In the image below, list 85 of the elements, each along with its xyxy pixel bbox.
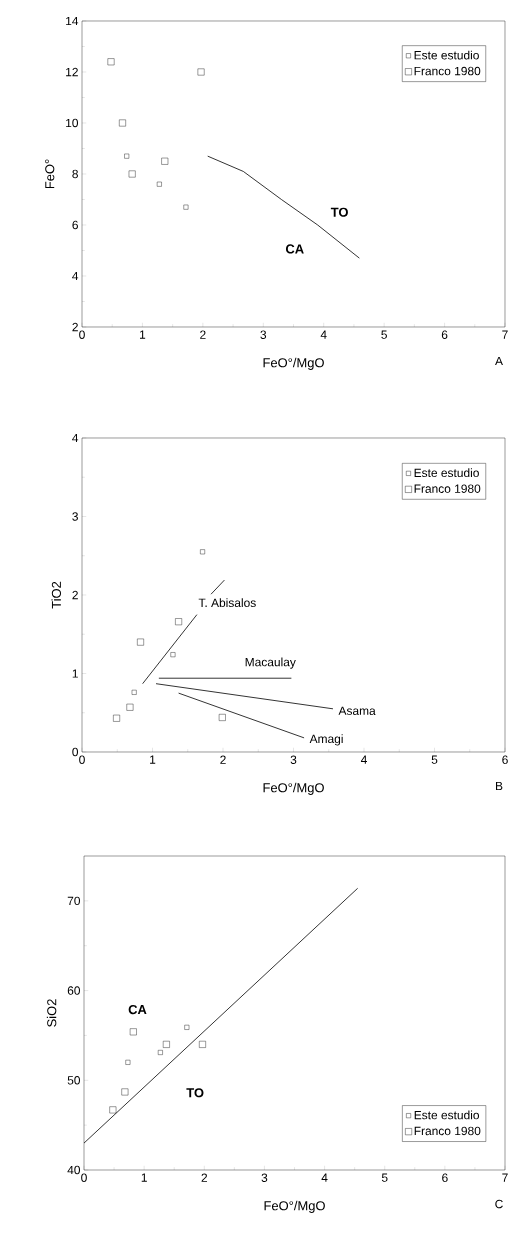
y-tick-label: 1 (72, 669, 78, 678)
x-tick-label: 1 (141, 1173, 147, 1182)
x-axis-title: FeO°/MgO (263, 782, 324, 795)
point (109, 1106, 117, 1114)
y-axis-title: SiO2 (46, 999, 57, 1027)
x-tick-label: 5 (431, 755, 438, 764)
y-tick-label: 6 (72, 220, 78, 230)
y-tick-label: 70 (67, 896, 81, 906)
y-tick-label: 50 (67, 1076, 81, 1085)
x-tick-label: 3 (290, 755, 297, 764)
point (184, 1024, 190, 1030)
y-tick-label: 0 (72, 747, 79, 757)
point (121, 1088, 129, 1096)
y-tick-label: 2 (72, 322, 78, 332)
text: A (495, 356, 503, 366)
point (163, 1041, 170, 1048)
x-tick-label: 1 (140, 330, 146, 339)
text: C (495, 1199, 503, 1209)
x-tick-label: 1 (150, 755, 156, 764)
legend-label: Franco 1980 (414, 1126, 481, 1136)
x-tick-label: 5 (381, 330, 387, 339)
point (129, 1028, 137, 1036)
legend-label: Franco 1980 (414, 66, 481, 76)
point (156, 181, 162, 187)
point (218, 714, 226, 721)
x-tick-label: 0 (81, 1173, 87, 1182)
y-axis-title: TiO2 (51, 581, 61, 609)
point (200, 549, 205, 555)
legend-label: Franco 1980 (414, 484, 481, 493)
point (119, 119, 126, 127)
y-tick-label: 14 (66, 16, 79, 26)
point (126, 703, 134, 711)
x-tick-label: 4 (321, 1173, 328, 1182)
y-tick-label: 4 (72, 271, 79, 281)
x-tick-label: 7 (502, 1173, 508, 1182)
series-label: T. Abisalos (198, 598, 256, 607)
legend-label: Este estudio (414, 50, 479, 60)
line-series (207, 155, 360, 259)
y-tick-label: 2 (72, 590, 78, 600)
point (175, 618, 182, 626)
y-tick-label: 10 (66, 118, 79, 128)
x-axis-title: FeO°/MgO (264, 1200, 325, 1213)
y-tick-label: 8 (72, 169, 78, 179)
point (199, 1041, 206, 1048)
x-tick-label: 5 (381, 1173, 388, 1182)
point (113, 714, 120, 722)
point (183, 204, 189, 210)
x-tick-label: 7 (502, 330, 508, 339)
point (161, 157, 169, 165)
legend-label: Este estudio (414, 468, 479, 478)
y-axis-title: FeO° (45, 159, 55, 189)
point (128, 170, 136, 178)
point (124, 153, 130, 159)
point (107, 58, 115, 66)
legend-label: Este estudio (414, 1110, 480, 1120)
annotation: CA (285, 244, 304, 254)
point (131, 689, 137, 695)
series-label: Amagi (309, 734, 343, 746)
x-tick-label: 2 (220, 755, 226, 764)
annotation: TO (330, 207, 348, 217)
point (197, 68, 205, 76)
x-tick-label: 3 (261, 1173, 268, 1182)
point (137, 638, 144, 646)
x-tick-label: 4 (320, 330, 327, 339)
annotation: TO (186, 1088, 204, 1098)
x-tick-label: 3 (260, 330, 267, 339)
x-tick-label: 4 (360, 755, 367, 764)
y-tick-label: 12 (66, 67, 78, 77)
y-tick-label: 40 (67, 1165, 81, 1175)
text: B (496, 781, 503, 791)
x-tick-label: 2 (201, 1173, 208, 1182)
series-label: Asama (338, 706, 376, 715)
y-tick-label: 60 (67, 986, 81, 995)
x-axis-title: FeO°/MgO (263, 357, 324, 370)
x-tick-label: 6 (442, 1173, 448, 1182)
y-tick-label: 3 (72, 512, 78, 521)
annotation: CA (128, 1004, 147, 1015)
point (157, 1050, 163, 1055)
x-tick-label: 6 (502, 755, 508, 764)
y-tick-label: 4 (72, 433, 79, 443)
x-tick-label: 2 (200, 330, 206, 339)
point (170, 652, 176, 658)
series-label: Macaulay (245, 657, 296, 669)
point (125, 1059, 131, 1065)
x-tick-label: 6 (441, 330, 448, 339)
